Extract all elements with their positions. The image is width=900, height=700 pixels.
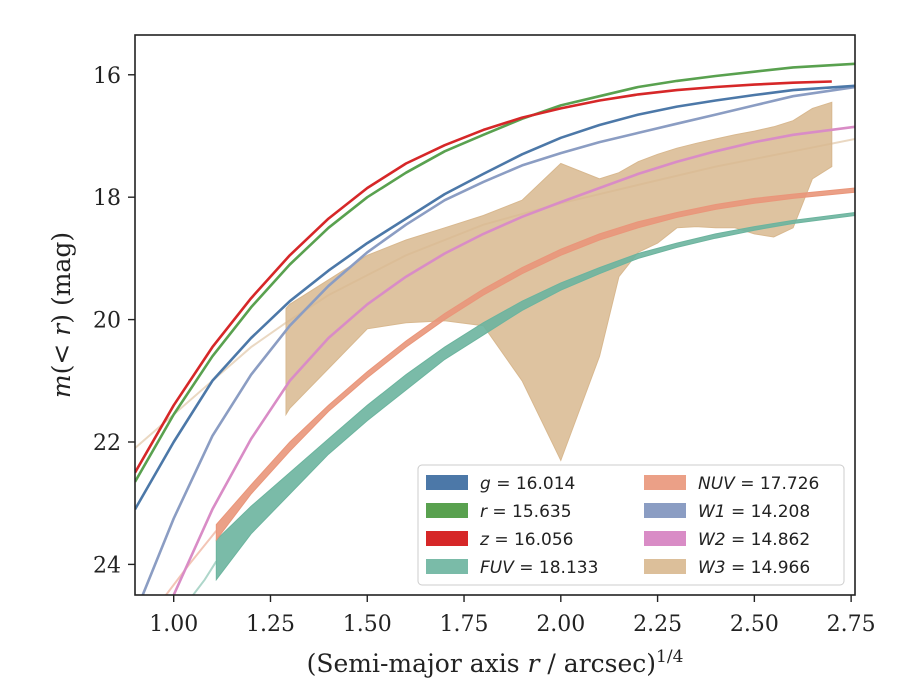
x-tick-label: 1.25 (246, 612, 295, 637)
legend-label-w3: W3 = 14.966 (698, 558, 810, 578)
series-fuv-extrapolation (192, 560, 218, 595)
y-axis-label: m(< r) (mag) (47, 232, 76, 398)
x-tick-label: 1.50 (343, 612, 392, 637)
y-tick-label: 22 (93, 431, 121, 456)
legend-label-nuv: NUV = 17.726 (698, 474, 819, 494)
x-tick-label: 1.00 (149, 612, 198, 637)
y-tick-label: 16 (93, 64, 121, 89)
series-g-line (135, 84, 855, 510)
legend-swatch-w2 (644, 531, 686, 546)
legend-swatch-fuv (426, 559, 468, 574)
legend-swatch-nuv (644, 475, 686, 490)
ticks-layer: 1.00 1.25 1.50 1.75 2.00 2.25 2.50 2.75 16 18 20 22… (93, 64, 876, 637)
plot-frame (134, 34, 856, 596)
x-tick-label: 2.75 (827, 612, 876, 637)
legend-label-w1: W1 = 14.208 (698, 502, 810, 522)
x-tick-label: 2.25 (633, 612, 682, 637)
y-tick-label: 18 (93, 186, 121, 211)
series-z-line (135, 80, 832, 474)
y-tick-label: 24 (93, 553, 121, 578)
legend-label-w2: W2 = 14.862 (698, 530, 810, 550)
series-r-line (135, 62, 855, 483)
legend-label-fuv: FUV = 18.133 (480, 558, 598, 578)
series-nuv-extrapolation (165, 530, 218, 595)
legend-label-g: g = 16.014 (480, 474, 575, 494)
x-axis-label: (Semi-major axis r / arcsec)1/4 (307, 647, 684, 678)
series-w3-band (285, 101, 833, 462)
legend-swatch-g (426, 475, 468, 490)
y-tick-label: 20 (93, 309, 121, 334)
legend-swatch-w1 (644, 503, 686, 518)
series-w2-line (172, 125, 855, 595)
series-w1-line (141, 85, 855, 595)
legend-swatch-r (426, 503, 468, 518)
legend: g = 16.014 r = 15.635 z = 16.056 FUV = 18.1… (417, 464, 845, 586)
legend-swatch-z (426, 531, 468, 546)
legend-box (417, 464, 845, 586)
x-tick-label: 2.00 (536, 612, 585, 637)
series-fuv-band (215, 211, 855, 582)
legend-label-z: z = 16.056 (479, 530, 573, 550)
legend-swatch-w3 (644, 559, 686, 574)
series-nuv-band (215, 187, 855, 542)
x-tick-label: 1.75 (440, 612, 489, 637)
legend-label-r: r = 15.635 (480, 502, 572, 522)
series-layer (135, 62, 855, 595)
x-tick-label: 2.50 (730, 612, 779, 637)
